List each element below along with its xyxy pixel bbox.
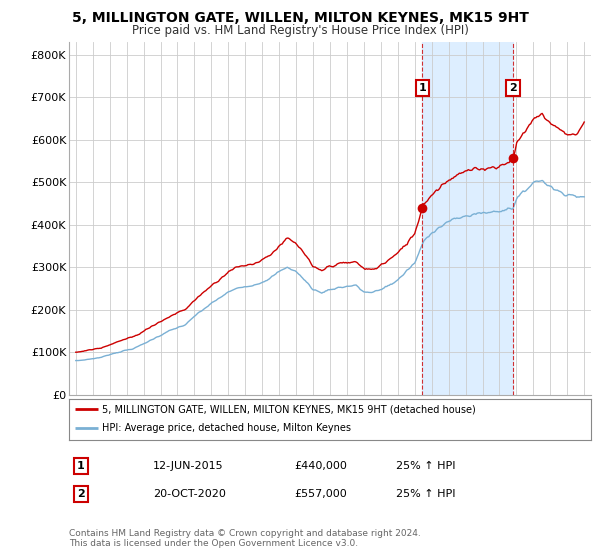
Text: 2: 2 <box>77 489 85 499</box>
Text: 20-OCT-2020: 20-OCT-2020 <box>153 489 226 499</box>
Text: This data is licensed under the Open Government Licence v3.0.: This data is licensed under the Open Gov… <box>69 539 358 548</box>
Text: 1: 1 <box>418 83 426 93</box>
Text: Contains HM Land Registry data © Crown copyright and database right 2024.: Contains HM Land Registry data © Crown c… <box>69 529 421 538</box>
Text: HPI: Average price, detached house, Milton Keynes: HPI: Average price, detached house, Milt… <box>102 423 351 433</box>
Text: 12-JUN-2015: 12-JUN-2015 <box>153 461 224 471</box>
Bar <box>422 42 513 395</box>
Text: 5, MILLINGTON GATE, WILLEN, MILTON KEYNES, MK15 9HT: 5, MILLINGTON GATE, WILLEN, MILTON KEYNE… <box>71 11 529 25</box>
Text: 1: 1 <box>77 461 85 471</box>
Text: 2: 2 <box>509 83 517 93</box>
Text: £440,000: £440,000 <box>294 461 347 471</box>
Text: £557,000: £557,000 <box>294 489 347 499</box>
Text: 5, MILLINGTON GATE, WILLEN, MILTON KEYNES, MK15 9HT (detached house): 5, MILLINGTON GATE, WILLEN, MILTON KEYNE… <box>102 404 476 414</box>
Text: 25% ↑ HPI: 25% ↑ HPI <box>396 489 455 499</box>
Text: 25% ↑ HPI: 25% ↑ HPI <box>396 461 455 471</box>
Text: Price paid vs. HM Land Registry's House Price Index (HPI): Price paid vs. HM Land Registry's House … <box>131 24 469 37</box>
